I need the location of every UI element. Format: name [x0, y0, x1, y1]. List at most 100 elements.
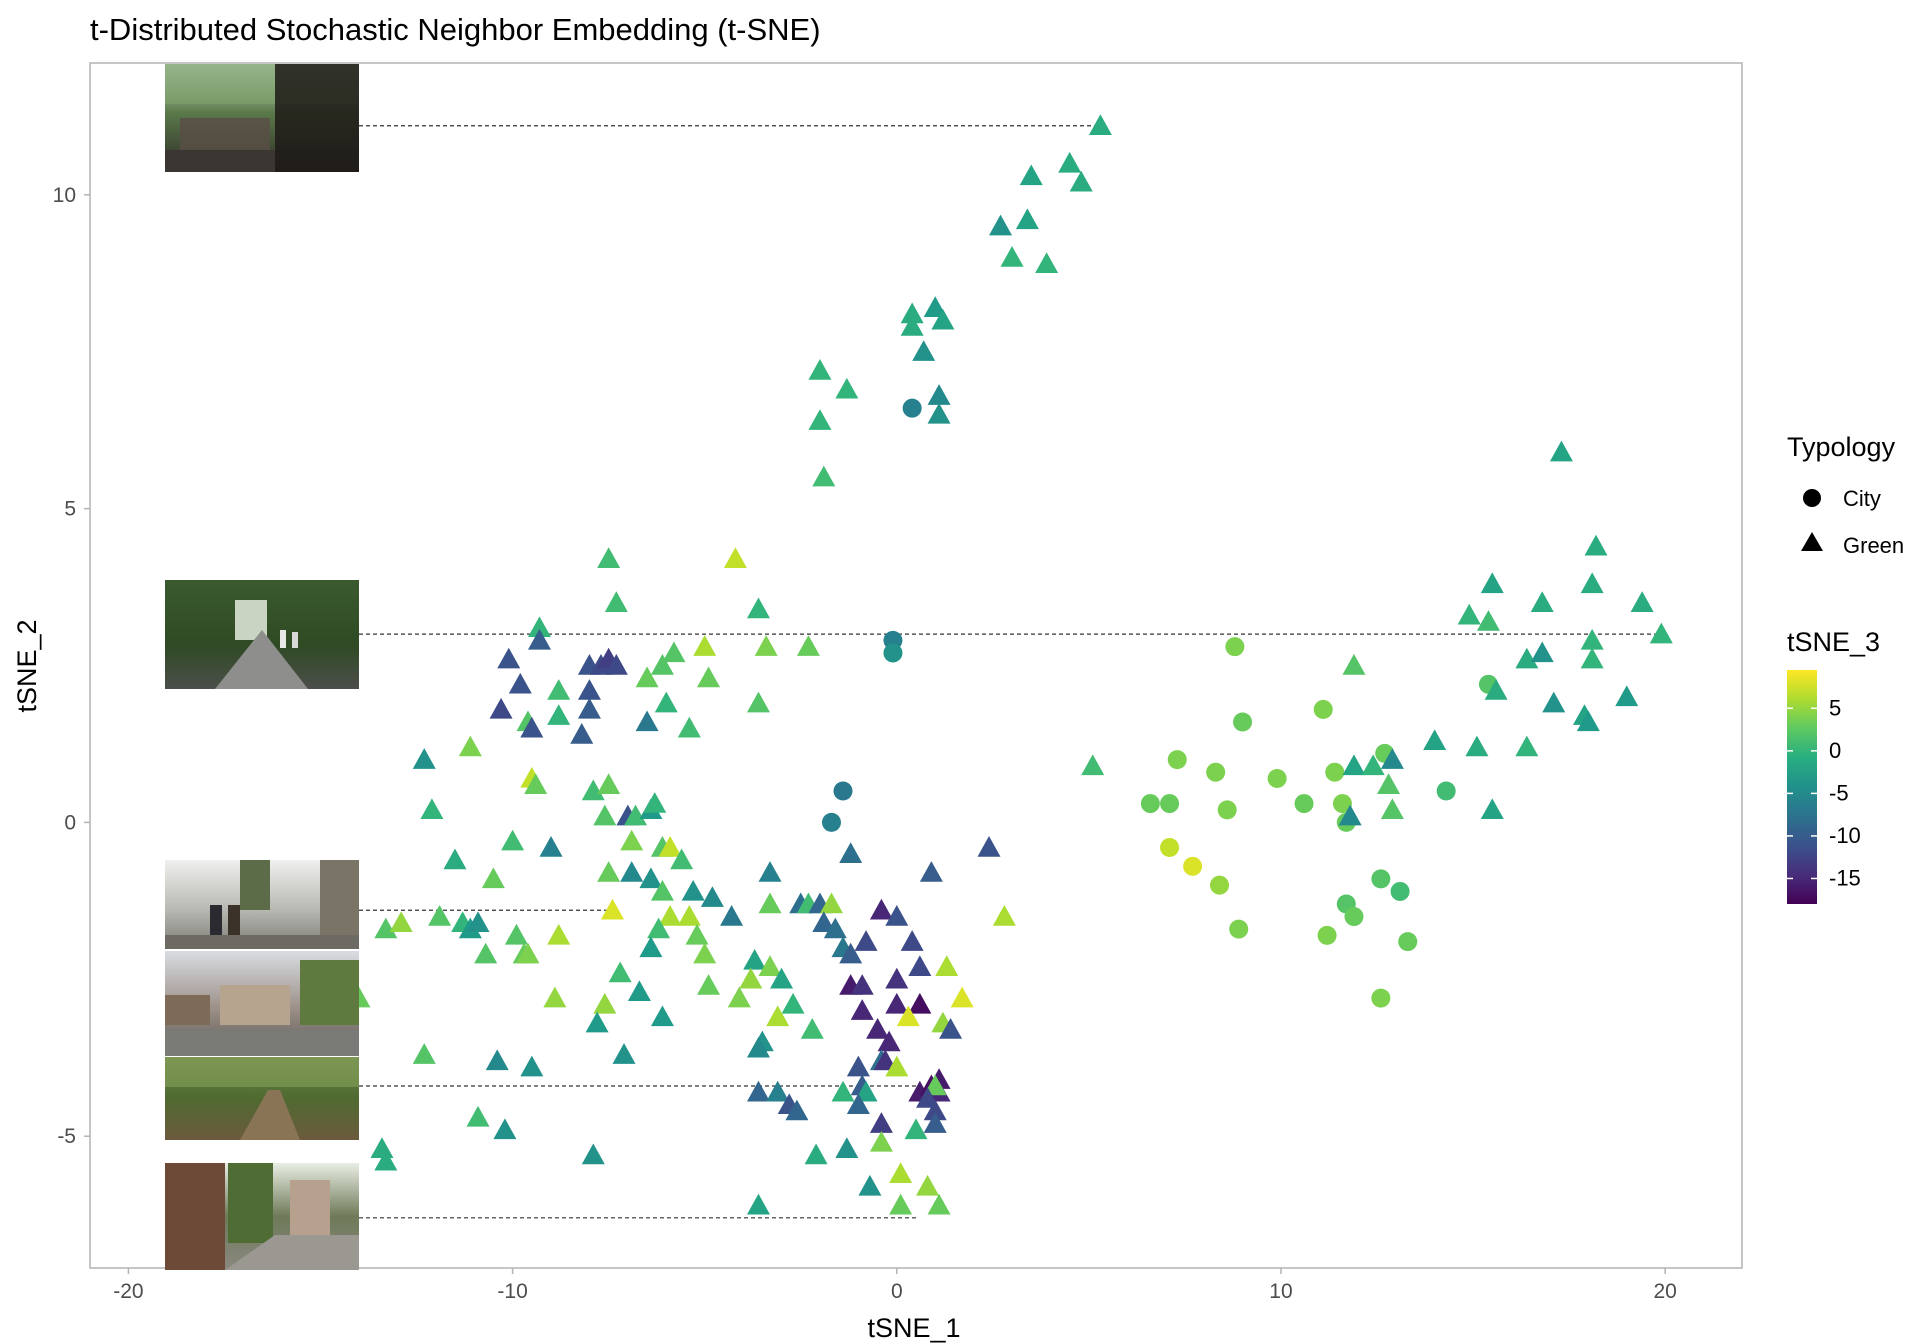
green-point	[635, 710, 659, 732]
green-point	[693, 942, 717, 964]
green-point	[643, 792, 667, 813]
green-point	[374, 917, 398, 939]
green-point	[520, 716, 544, 738]
green-point	[581, 779, 605, 801]
city-point	[1140, 794, 1160, 814]
green-point	[597, 547, 621, 569]
green-point	[831, 1080, 855, 1102]
green-point	[577, 679, 601, 700]
green-point	[869, 1112, 893, 1133]
green-point	[1081, 754, 1105, 776]
green-point	[739, 967, 763, 989]
thumbnail-storefront-sidewalk	[165, 1163, 359, 1270]
green-point	[524, 773, 548, 794]
green-point	[758, 861, 782, 882]
green-point	[850, 999, 874, 1020]
shape-legend: Typology City Green	[1787, 432, 1904, 558]
green-point	[593, 992, 617, 1014]
y-tick-label: 0	[64, 811, 76, 834]
city-point	[833, 781, 853, 801]
city-point	[1160, 794, 1180, 814]
colorbar-ticks: 5 0 -5 -10 -15	[1787, 695, 1861, 890]
city-point	[1317, 925, 1337, 945]
city-point	[1371, 988, 1391, 1008]
green-point	[1380, 748, 1404, 769]
green-point	[620, 861, 644, 882]
green-point	[481, 867, 505, 889]
green-point	[839, 942, 863, 964]
green-point	[474, 942, 498, 964]
green-point	[620, 829, 644, 851]
green-point	[900, 302, 924, 324]
colorbar-tick-label: -15	[1829, 865, 1861, 890]
green-point	[577, 697, 601, 719]
green-point	[835, 377, 859, 399]
green-point	[658, 905, 682, 926]
green-point	[923, 296, 947, 317]
thumbnail-park-path	[165, 580, 359, 689]
green-point	[597, 773, 621, 794]
green-point	[823, 917, 847, 939]
y-tick-label: 5	[64, 498, 76, 521]
green-point	[1484, 679, 1508, 700]
thumbnail-crowded-street	[165, 64, 359, 172]
green-point	[869, 898, 893, 920]
green-point	[758, 892, 782, 914]
green-point	[927, 384, 951, 405]
green-point	[808, 409, 832, 430]
green-point	[754, 635, 778, 656]
green-point	[1649, 622, 1673, 644]
green-point	[547, 923, 571, 945]
green-point	[527, 628, 551, 650]
city-point	[883, 643, 903, 663]
green-point	[885, 992, 909, 1014]
city-point	[1183, 856, 1203, 876]
colorbar-tick-label: 0	[1829, 738, 1841, 763]
city-point	[1217, 800, 1237, 820]
green-point	[989, 214, 1013, 236]
green-point	[846, 1055, 870, 1077]
green-point	[485, 1049, 509, 1071]
green-point	[1069, 170, 1093, 192]
city-point	[1398, 932, 1418, 952]
green-point	[1549, 440, 1573, 462]
green-point	[923, 1074, 947, 1096]
green-point	[1361, 754, 1385, 776]
green-point	[639, 936, 663, 958]
green-point	[658, 836, 682, 857]
green-point	[412, 748, 436, 769]
city-point	[1225, 637, 1245, 657]
y-tick-label: -5	[57, 1125, 76, 1148]
y-tick-label: 10	[53, 184, 76, 207]
green-point	[931, 308, 955, 330]
plot-panel	[89, 62, 1743, 1269]
green-point	[923, 1112, 947, 1133]
green-point	[593, 804, 617, 826]
green-point	[927, 1193, 951, 1215]
city-point	[1332, 794, 1352, 814]
color-legend-title: tSNE_3	[1787, 627, 1880, 657]
green-point	[597, 861, 621, 882]
green-point	[839, 842, 863, 863]
green-point	[697, 666, 721, 688]
green-point	[1584, 534, 1608, 556]
green-point	[527, 616, 551, 638]
green-point	[720, 905, 744, 926]
x-tick-label: 0	[891, 1280, 903, 1303]
green-point	[466, 1105, 490, 1127]
green-point	[850, 974, 874, 995]
green-point	[570, 723, 594, 744]
green-point	[612, 1043, 636, 1064]
green-point	[804, 1143, 828, 1165]
city-point	[1167, 750, 1187, 770]
green-point	[885, 905, 909, 926]
green-point	[697, 974, 721, 995]
green-point	[508, 672, 532, 694]
green-point	[927, 402, 951, 424]
green-point	[412, 1043, 436, 1064]
green-point	[1019, 164, 1043, 186]
green-point	[854, 1080, 878, 1102]
green-point	[585, 1011, 609, 1033]
green-point	[1377, 773, 1401, 794]
green-point	[1000, 246, 1024, 267]
